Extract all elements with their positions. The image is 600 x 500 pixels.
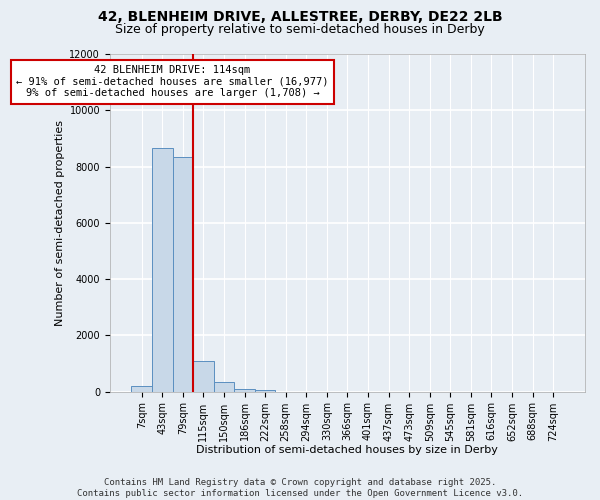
Bar [152,148,173,392]
X-axis label: Distribution of semi-detached houses by size in Derby: Distribution of semi-detached houses by … [196,445,499,455]
Text: 42 BLENHEIM DRIVE: 114sqm
← 91% of semi-detached houses are smaller (16,977)
9% : 42 BLENHEIM DRIVE: 114sqm ← 91% of semi-… [16,66,329,98]
Bar [173,156,193,392]
Text: Contains HM Land Registry data © Crown copyright and database right 2025.
Contai: Contains HM Land Registry data © Crown c… [77,478,523,498]
Bar [255,390,275,392]
Bar [234,389,255,392]
Bar [214,382,234,392]
Bar [193,360,214,392]
Text: 42, BLENHEIM DRIVE, ALLESTREE, DERBY, DE22 2LB: 42, BLENHEIM DRIVE, ALLESTREE, DERBY, DE… [98,10,502,24]
Text: Size of property relative to semi-detached houses in Derby: Size of property relative to semi-detach… [115,22,485,36]
Y-axis label: Number of semi-detached properties: Number of semi-detached properties [55,120,65,326]
Bar [131,386,152,392]
